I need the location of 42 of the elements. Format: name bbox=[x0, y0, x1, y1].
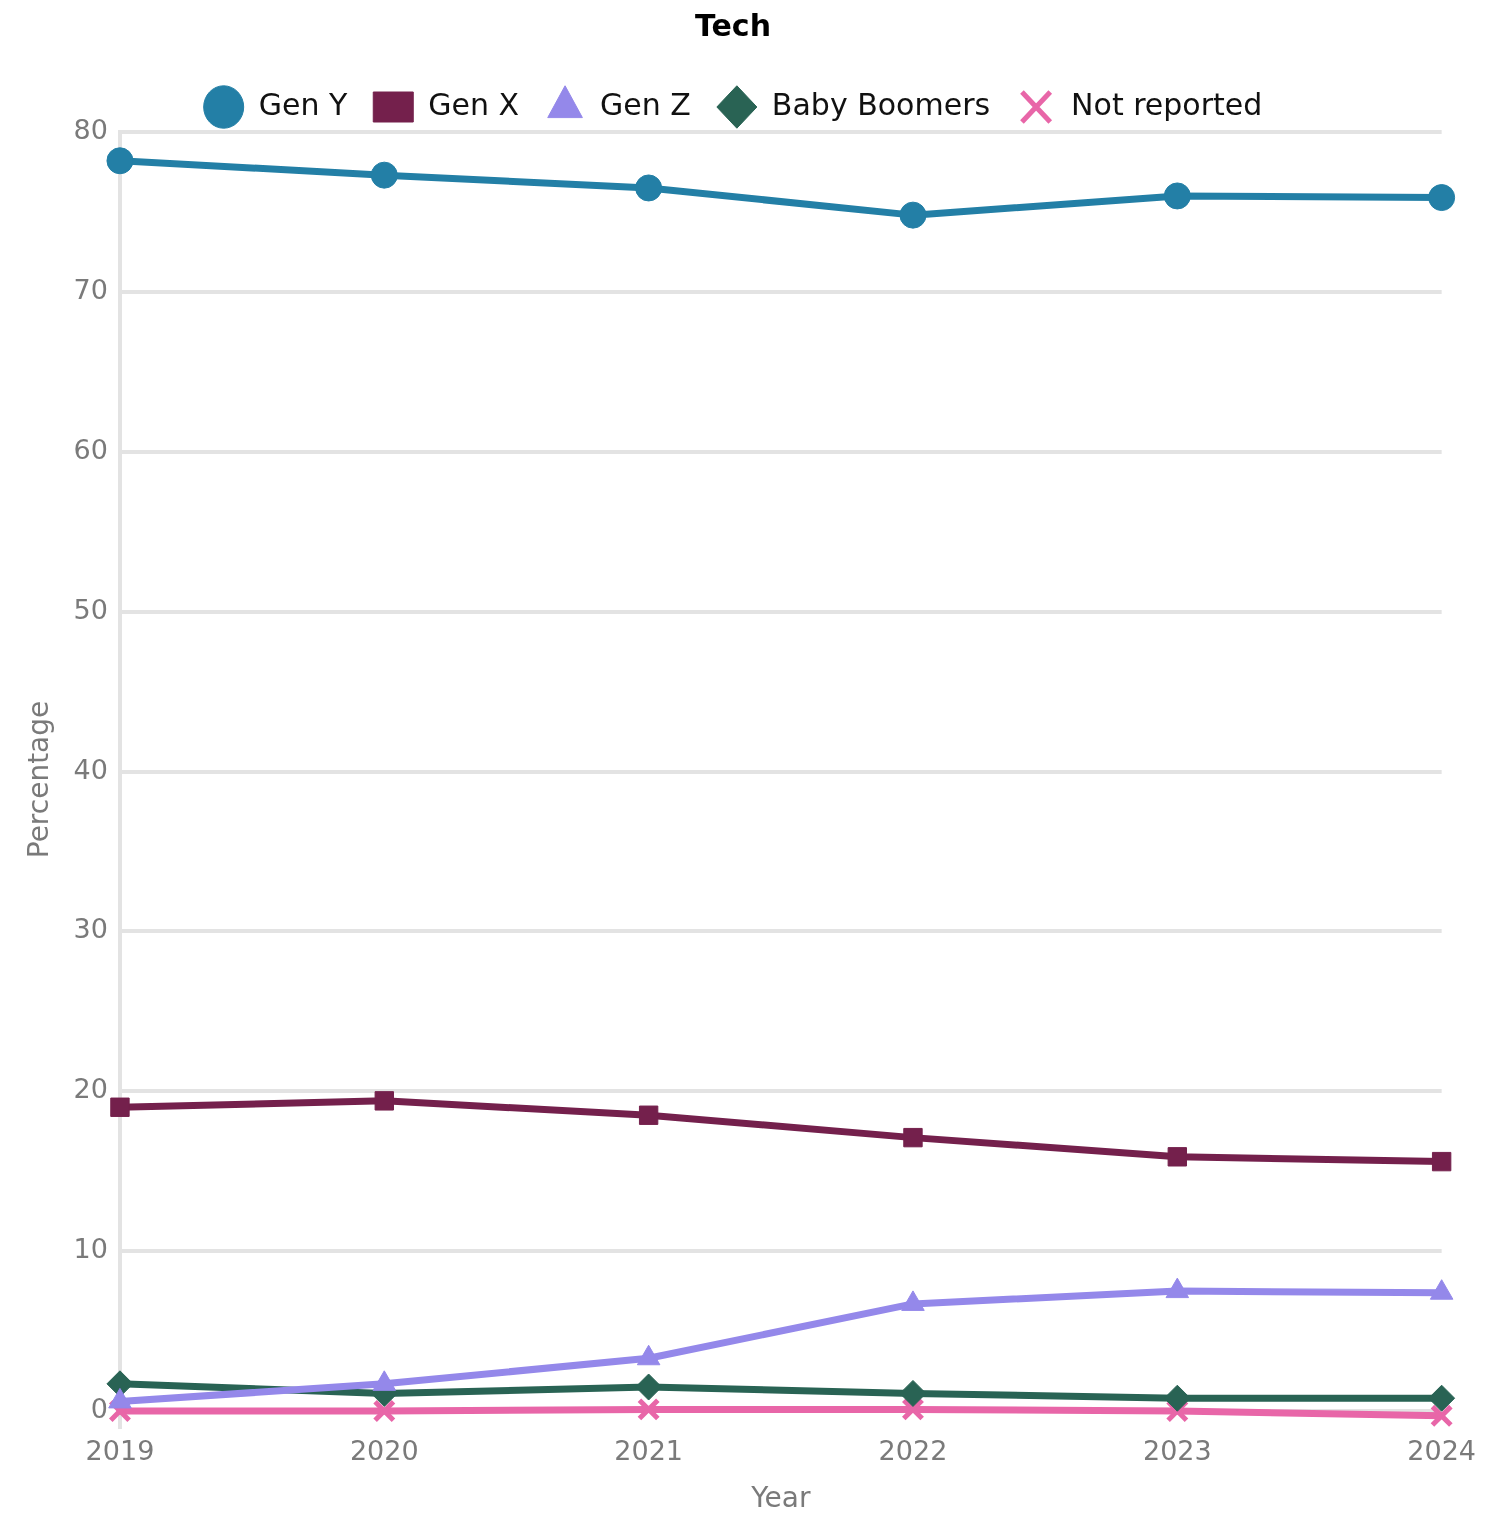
point bbox=[1163, 182, 1191, 210]
x-tick-label: 2024 bbox=[1407, 1435, 1476, 1467]
y-tick-label: 50 bbox=[73, 593, 108, 625]
point bbox=[638, 1105, 659, 1125]
y-tick-label: 80 bbox=[73, 114, 108, 146]
point bbox=[899, 1379, 927, 1407]
chart-title: Tech bbox=[695, 7, 771, 43]
point bbox=[899, 201, 927, 229]
x-axis-title: Year bbox=[750, 1481, 811, 1515]
point bbox=[635, 174, 663, 202]
point bbox=[1431, 1151, 1452, 1172]
legend-label: Gen Z bbox=[600, 86, 691, 122]
y-tick-label: 20 bbox=[73, 1073, 108, 1105]
x-tick-label: 2019 bbox=[85, 1435, 155, 1467]
point bbox=[1428, 1384, 1456, 1412]
point bbox=[370, 161, 398, 189]
y-tick-label: 10 bbox=[73, 1233, 108, 1265]
point bbox=[374, 1091, 394, 1111]
point bbox=[372, 1399, 396, 1423]
point bbox=[106, 147, 134, 175]
legend-label: Gen Y bbox=[258, 86, 348, 122]
point bbox=[1429, 1404, 1454, 1427]
y-tick-label: 30 bbox=[73, 913, 108, 945]
legend-label: Not reported bbox=[1071, 86, 1263, 122]
y-tick-label: 60 bbox=[73, 433, 108, 465]
y-tick-label: 70 bbox=[73, 273, 108, 305]
y-tick-label: 40 bbox=[73, 753, 108, 785]
x-tick-label: 2023 bbox=[1142, 1435, 1212, 1467]
x-tick-label: 2021 bbox=[614, 1435, 683, 1467]
point bbox=[901, 1397, 925, 1422]
point bbox=[903, 1127, 923, 1148]
point bbox=[110, 1097, 130, 1117]
y-tick-label: 0 bbox=[90, 1393, 108, 1425]
x-tick-label: 2020 bbox=[349, 1435, 419, 1467]
point bbox=[1428, 184, 1456, 212]
legend-label: Baby Boomers bbox=[771, 86, 991, 122]
point bbox=[636, 1397, 661, 1422]
point bbox=[1167, 1147, 1187, 1167]
point bbox=[108, 1399, 132, 1423]
y-axis-title: Percentage bbox=[22, 700, 56, 859]
x-tick-label: 2022 bbox=[878, 1435, 948, 1467]
legend-label: Gen X bbox=[428, 86, 520, 122]
